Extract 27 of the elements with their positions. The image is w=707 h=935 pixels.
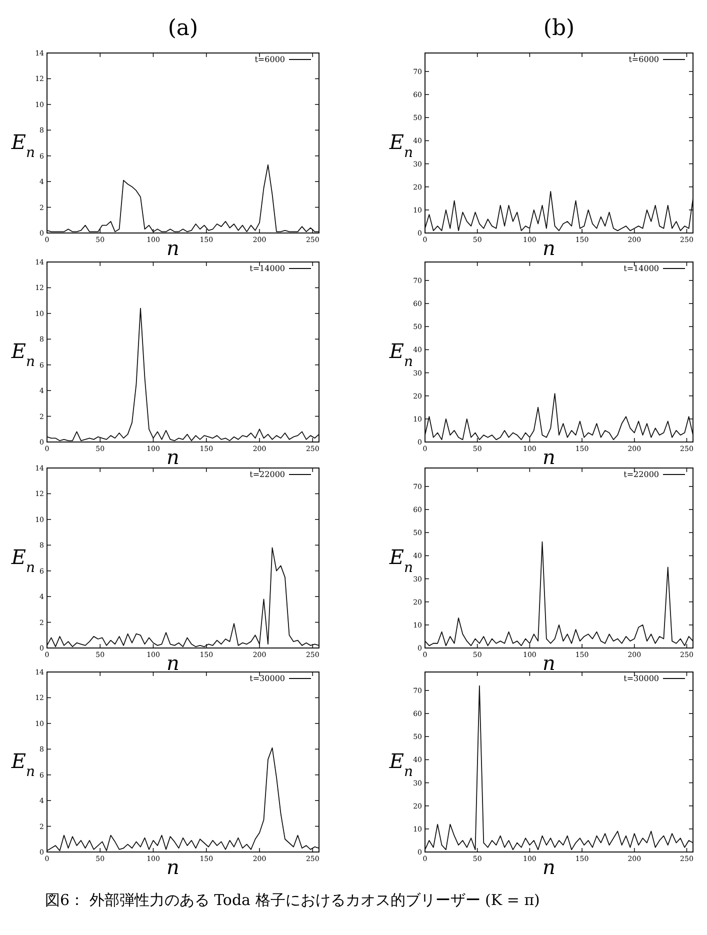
legend-label: t=14000 <box>250 264 285 273</box>
y-axis-title: E$_{n}$ <box>10 339 35 370</box>
caption: 図6： 外部弾性力のある Toda 格子におけるカオス的ブリーザー (K = π) <box>45 891 540 909</box>
y-axis-title: E$_{n}$ <box>388 749 413 780</box>
x-axis-title: n <box>166 855 180 879</box>
legend-label: t=22000 <box>250 470 285 479</box>
y-axis-title: E$_{n}$ <box>10 130 35 161</box>
y-axis-title: E$_{n}$ <box>388 130 413 161</box>
x-axis-title: n <box>166 445 180 469</box>
x-axis-title: n <box>542 445 556 469</box>
legend-label: t=6000 <box>254 55 285 64</box>
chart-title: (a) <box>168 16 198 41</box>
legend-label: t=6000 <box>628 55 659 64</box>
x-axis-title: n <box>542 236 556 260</box>
legend-label: t=22000 <box>624 470 659 479</box>
chart-title: (b) <box>543 16 575 41</box>
y-axis-title: E$_{n}$ <box>388 545 413 576</box>
y-axis-title: E$_{n}$ <box>388 339 413 370</box>
y-axis-title: E$_{n}$ <box>10 749 35 780</box>
y-axis-title: E$_{n}$ <box>10 545 35 576</box>
legend-label: t=30000 <box>250 674 285 683</box>
legend-label: t=14000 <box>624 264 659 273</box>
legend-label: t=30000 <box>624 674 659 683</box>
x-axis-title: n <box>166 236 180 260</box>
x-axis-title: n <box>542 855 556 879</box>
x-axis-title: n <box>166 651 180 675</box>
x-axis-title: n <box>542 651 556 675</box>
